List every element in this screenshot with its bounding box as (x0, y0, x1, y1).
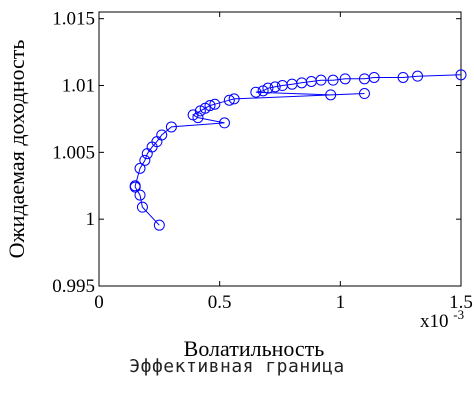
data-point (204, 100, 216, 112)
data-point (368, 71, 380, 83)
data-point (209, 98, 221, 110)
data-point (269, 81, 281, 93)
data-point (327, 74, 339, 86)
y-axis-label: Ожидаемая доходность (4, 40, 29, 259)
data-point (455, 69, 467, 81)
data-point (412, 70, 424, 82)
data-point (139, 154, 151, 166)
data-point (228, 93, 240, 105)
data-point (397, 71, 409, 83)
x-axis-multiplier-base: x10 (420, 311, 449, 332)
x-axis-multiplier-exponent: -3 (453, 307, 464, 322)
data-point (358, 88, 370, 100)
data-point (153, 219, 165, 231)
axes-frame (98, 11, 462, 287)
data-point (156, 129, 168, 141)
series-layer (129, 69, 467, 231)
y-tick-label: 1 (86, 209, 96, 230)
axis-ticks: 0 0.5 1 1.5 0.995 1 1.005 1.01 1.015 (52, 9, 473, 313)
data-point (250, 86, 262, 98)
data-point (136, 201, 148, 213)
series-line (134, 74, 462, 226)
data-point (218, 117, 230, 129)
data-point (325, 89, 337, 101)
x-tick-label: 0 (94, 292, 104, 313)
x-tick-label: 1 (336, 292, 346, 313)
data-point (223, 94, 235, 106)
data-point (262, 82, 274, 94)
data-point (134, 162, 146, 174)
y-tick-label: 1.005 (52, 142, 95, 163)
data-point (315, 74, 327, 86)
y-tick-label: 1.015 (52, 9, 95, 30)
plot-area: 0 0.5 1 1.5 0.995 1 1.005 1.01 1.015 (52, 9, 473, 313)
y-tick-label: 1.01 (62, 76, 95, 97)
x-tick-label: 0.5 (208, 292, 232, 313)
x-axis-multiplier: x10 -3 (420, 307, 464, 332)
figure-caption: Эффективная граница (129, 356, 345, 377)
data-point (129, 180, 141, 192)
x-axis-label: Волатильность (184, 336, 325, 361)
x-tick-label: 1.5 (449, 292, 473, 313)
y-tick-label: 0.995 (52, 276, 95, 297)
data-point (134, 189, 146, 201)
data-point (339, 73, 351, 85)
data-point (165, 121, 177, 133)
